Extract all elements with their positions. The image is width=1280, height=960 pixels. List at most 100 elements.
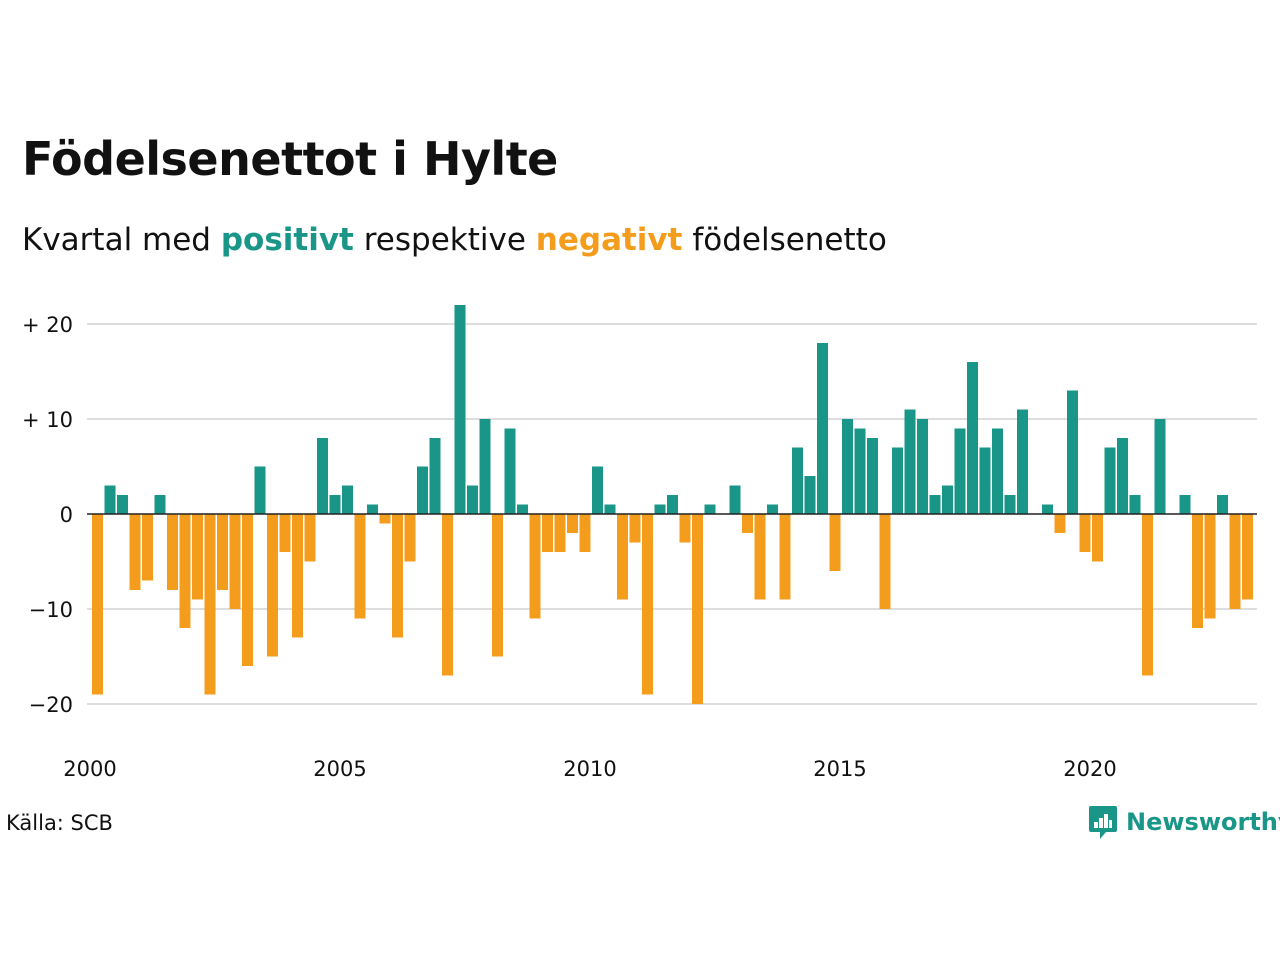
bar-2016-q4 xyxy=(929,495,941,514)
bar-2022-q2 xyxy=(1204,514,1216,619)
bar-2004-q2 xyxy=(304,514,316,562)
bar-2021-q4 xyxy=(1179,495,1191,514)
y-tick-label: −10 xyxy=(29,598,73,622)
bar-2003-q1 xyxy=(242,514,253,666)
bar-2013-q1 xyxy=(742,514,753,533)
bar-2000-q4 xyxy=(129,514,141,590)
bar-2022-q1 xyxy=(1192,514,1203,628)
bar-2001-q3 xyxy=(167,514,178,590)
subtitle-negative-word: negativt xyxy=(535,222,683,258)
bar-2000-q2 xyxy=(104,485,116,514)
subtitle-text-start: Kvartal med xyxy=(22,222,221,258)
bar-2000-q1 xyxy=(92,514,103,695)
bar-2018-q3 xyxy=(1017,409,1028,514)
bar-2012-q1 xyxy=(692,514,703,704)
y-tick-label: + 20 xyxy=(22,313,73,337)
brand-name: Newsworthy xyxy=(1126,808,1280,836)
x-tick-label: 2010 xyxy=(563,757,616,781)
bar-2004-q1 xyxy=(292,514,303,638)
bar-2012-q4 xyxy=(729,485,741,514)
chart-subtitle: Kvartal med positivt respektive negativt… xyxy=(22,222,887,258)
bar-2019-q1 xyxy=(1042,504,1053,514)
bar-2015-q4 xyxy=(879,514,891,609)
bar-2013-q2 xyxy=(754,514,766,600)
bar-2003-q3 xyxy=(267,514,278,657)
bar-2010-q4 xyxy=(629,514,641,543)
chart-title: Födelsenettot i Hylte xyxy=(22,132,558,186)
bar-2017-q3 xyxy=(967,362,978,514)
bar-2009-q3 xyxy=(567,514,578,533)
x-tick-label: 2015 xyxy=(813,757,866,781)
bar-2012-q2 xyxy=(704,504,716,514)
y-tick-label: 0 xyxy=(60,503,73,527)
bar-2010-q2 xyxy=(604,504,616,514)
bar-2008-q4 xyxy=(529,514,541,619)
subtitle-text-end: födelsenetto xyxy=(682,222,887,258)
bar-2019-q4 xyxy=(1079,514,1091,552)
bar-2023-q1 xyxy=(1242,514,1253,600)
bar-2006-q1 xyxy=(392,514,403,638)
bar-2011-q1 xyxy=(642,514,653,695)
bar-2022-q3 xyxy=(1217,495,1228,514)
bar-2021-q2 xyxy=(1154,419,1166,514)
bar-2016-q1 xyxy=(892,447,903,514)
bar-2001-q4 xyxy=(179,514,191,628)
bar-2014-q4 xyxy=(829,514,841,571)
x-tick-label: 2000 xyxy=(63,757,116,781)
bar-2005-q1 xyxy=(342,485,353,514)
grid-lines xyxy=(87,323,1257,705)
bar-2019-q2 xyxy=(1054,514,1066,533)
bar-2017-q2 xyxy=(954,428,966,514)
bar-2002-q4 xyxy=(229,514,241,609)
bar-2015-q1 xyxy=(842,419,853,514)
bar-2010-q1 xyxy=(592,466,603,514)
bar-2013-q4 xyxy=(779,514,791,600)
newsworthy-logo[interactable]: Newsworthy xyxy=(1088,803,1280,841)
bar-2004-q4 xyxy=(329,495,341,514)
bar-2020-q1 xyxy=(1092,514,1103,562)
bar-2007-q4 xyxy=(479,419,491,514)
bar-2008-q3 xyxy=(517,504,528,514)
bar-2018-q1 xyxy=(992,428,1003,514)
bar-2005-q2 xyxy=(354,514,366,619)
bar-2008-q2 xyxy=(504,428,516,514)
bar-2015-q3 xyxy=(867,438,878,514)
bar-2011-q2 xyxy=(654,504,666,514)
x-axis-ticks: 2000 2005 2010 2015 2020 xyxy=(63,757,1116,781)
bar-2008-q1 xyxy=(492,514,503,657)
bar-2001-q2 xyxy=(154,495,166,514)
subtitle-positive-word: positivt xyxy=(220,222,354,258)
bar-2014-q1 xyxy=(792,447,803,514)
bar-2020-q4 xyxy=(1129,495,1141,514)
bar-2011-q3 xyxy=(667,495,678,514)
bar-2009-q4 xyxy=(579,514,591,552)
bar-2007-q3 xyxy=(467,485,478,514)
bar-2006-q2 xyxy=(404,514,416,562)
bar-chart: + 20 + 10 0 −10 −20 2000 2005 2010 2015 2020 xyxy=(22,305,1257,781)
bar-2010-q3 xyxy=(617,514,628,600)
bar-2015-q2 xyxy=(854,428,866,514)
bar-2009-q1 xyxy=(542,514,553,552)
bar-2013-q3 xyxy=(767,504,778,514)
bar-2020-q2 xyxy=(1104,447,1116,514)
x-tick-label: 2005 xyxy=(313,757,366,781)
source-note: Källa: SCB xyxy=(6,811,113,835)
bar-2007-q2 xyxy=(454,305,466,514)
bar-2004-q3 xyxy=(317,438,328,514)
bar-2006-q3 xyxy=(417,466,428,514)
subtitle-text-middle: respektive xyxy=(353,222,536,258)
bar-2003-q2 xyxy=(254,466,266,514)
bar-2014-q2 xyxy=(804,476,816,514)
bar-2002-q3 xyxy=(217,514,228,590)
bar-2009-q2 xyxy=(554,514,566,552)
bar-2007-q1 xyxy=(442,514,453,676)
bar-2021-q1 xyxy=(1142,514,1153,676)
bar-2022-q4 xyxy=(1229,514,1241,609)
bar-2018-q2 xyxy=(1004,495,1016,514)
bar-2011-q4 xyxy=(679,514,691,543)
bar-chart-speech-bubble-icon xyxy=(1089,806,1117,839)
bar-2019-q3 xyxy=(1067,390,1078,514)
bar-2020-q3 xyxy=(1117,438,1128,514)
bar-2016-q3 xyxy=(917,419,928,514)
bar-2014-q3 xyxy=(817,343,828,514)
